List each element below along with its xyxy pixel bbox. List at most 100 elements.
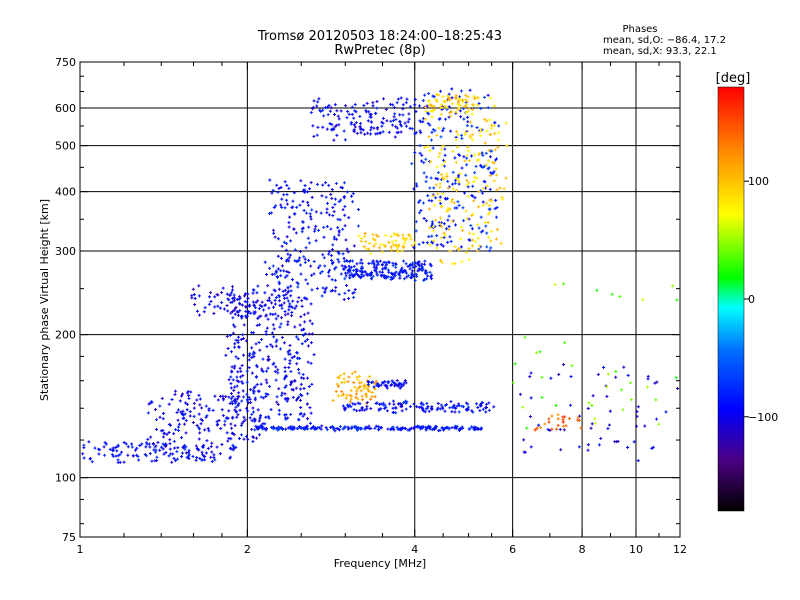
data-point — [233, 424, 237, 428]
data-point — [472, 199, 476, 203]
data-point — [477, 205, 481, 209]
data-point — [413, 278, 417, 282]
data-point — [277, 293, 281, 297]
x-axis-label: Frequency [MHz] — [334, 557, 426, 570]
data-point — [382, 97, 386, 101]
data-point — [200, 406, 204, 410]
data-point — [307, 385, 311, 389]
data-point — [345, 393, 349, 397]
data-point — [423, 259, 427, 263]
data-point — [212, 455, 216, 459]
data-point — [591, 394, 595, 398]
data-point — [428, 123, 432, 127]
data-point — [450, 410, 454, 414]
colorbar-label: [deg] — [716, 71, 751, 86]
data-point — [454, 223, 458, 227]
data-point — [417, 104, 421, 108]
data-point — [626, 373, 630, 377]
data-point — [473, 153, 477, 157]
data-point — [308, 406, 312, 410]
data-point — [404, 101, 408, 105]
data-point — [88, 457, 92, 461]
data-point — [525, 426, 529, 430]
data-point — [234, 355, 238, 359]
data-point — [288, 359, 292, 363]
data-point — [440, 236, 444, 240]
data-point — [276, 314, 280, 318]
data-point — [299, 376, 303, 380]
data-point — [415, 405, 419, 409]
data-point — [268, 178, 272, 182]
data-point — [197, 437, 201, 441]
data-point — [160, 396, 164, 400]
data-point — [430, 199, 434, 203]
data-point — [224, 395, 228, 399]
data-point — [221, 396, 225, 400]
data-point — [158, 404, 162, 408]
data-point — [207, 302, 211, 306]
data-point — [355, 392, 359, 396]
data-point — [334, 389, 338, 393]
data-point — [257, 426, 261, 430]
data-point — [485, 129, 489, 133]
data-point — [325, 211, 329, 215]
data-point — [340, 380, 344, 384]
data-point — [457, 203, 461, 207]
data-point — [396, 427, 400, 431]
data-point — [332, 235, 336, 239]
data-point — [197, 426, 201, 430]
data-point — [386, 427, 390, 431]
data-point — [428, 226, 432, 230]
data-point — [373, 426, 377, 430]
data-point — [231, 331, 235, 335]
data-point — [418, 151, 422, 155]
data-point — [389, 234, 393, 238]
data-point — [280, 306, 284, 310]
data-point — [327, 213, 331, 217]
data-point — [543, 422, 547, 426]
data-point — [375, 132, 379, 136]
data-point — [431, 146, 435, 150]
data-point — [232, 388, 236, 392]
data-point — [447, 426, 451, 430]
data-point — [257, 315, 261, 319]
data-point — [374, 111, 378, 115]
data-point — [195, 447, 199, 451]
data-point — [136, 454, 140, 458]
data-point — [250, 346, 254, 350]
data-point — [394, 265, 398, 269]
data-point — [277, 282, 281, 286]
data-point — [148, 445, 152, 449]
data-point — [249, 401, 253, 405]
data-point — [420, 153, 424, 157]
data-point — [422, 216, 426, 220]
data-point — [408, 267, 412, 271]
data-point — [230, 400, 234, 404]
data-point — [309, 111, 313, 115]
data-point — [273, 370, 277, 374]
data-point — [405, 97, 409, 101]
data-point — [330, 247, 334, 251]
data-point — [586, 448, 590, 452]
data-point — [246, 311, 250, 315]
x-tick-labels: 1 2 4 6 8 10 12 — [77, 543, 688, 556]
data-point — [418, 144, 422, 148]
data-point — [619, 388, 623, 392]
data-point — [199, 417, 203, 421]
data-point — [268, 299, 272, 303]
data-point — [454, 160, 458, 164]
data-point — [153, 459, 157, 463]
data-point — [336, 114, 340, 118]
x-tick-label: 10 — [629, 543, 643, 556]
data-point — [289, 284, 293, 288]
data-point — [251, 300, 255, 304]
data-point — [154, 448, 158, 452]
data-point — [460, 425, 464, 429]
data-point — [167, 431, 171, 435]
data-point — [325, 127, 329, 131]
data-point — [513, 362, 517, 366]
data-point — [219, 427, 223, 431]
data-point — [599, 437, 603, 441]
data-point — [455, 130, 459, 134]
data-point — [266, 284, 270, 288]
